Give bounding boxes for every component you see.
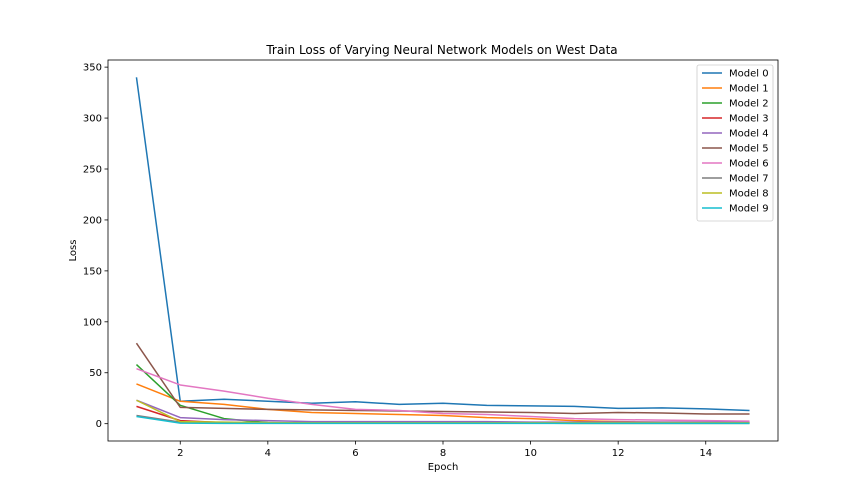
x-tick-label: 12: [612, 448, 625, 459]
series-line-model-6: [136, 367, 750, 422]
x-tick-label: 14: [699, 448, 712, 459]
x-tick-label: 8: [440, 448, 446, 459]
legend-entry-label: Model 3: [729, 114, 769, 125]
y-tick-label: 200: [83, 215, 102, 226]
series-line-model-0: [135, 77, 750, 412]
x-axis-label: Epoch: [428, 462, 459, 473]
series-line-model-5: [135, 342, 750, 415]
legend-entry-label: Model 1: [729, 84, 769, 95]
legend-box: [696, 64, 774, 222]
x-tick-label: 4: [265, 448, 271, 459]
x-tick-label: 10: [524, 448, 537, 459]
y-tick-label: 300: [83, 114, 102, 125]
legend-entry-label: Model 5: [729, 144, 769, 155]
y-tick-label: 250: [83, 165, 102, 176]
x-axis-ticks: 2 4 6 8 10 12 14: [177, 441, 712, 459]
series-line-model-2: [135, 364, 750, 425]
series-line-model-9: [136, 415, 750, 425]
y-axis-label: Loss: [68, 240, 79, 262]
plot-area-frame: [107, 59, 779, 442]
x-tick-label: 6: [352, 448, 358, 459]
y-axis-ticks: 0 50 100 150 200 250 300 350: [83, 63, 108, 430]
y-tick-label: 350: [83, 63, 102, 74]
y-tick-label: 0: [96, 419, 102, 430]
y-tick-label: 150: [83, 266, 102, 277]
legend-entry-label: Model 9: [729, 204, 769, 215]
chart-title: Train Loss of Varying Neural Network Mod…: [265, 43, 617, 57]
y-tick-label: 50: [89, 368, 102, 379]
legend-entry-label: Model 6: [729, 159, 769, 170]
legend-entry-label: Model 0: [729, 69, 769, 80]
x-tick-label: 2: [177, 448, 183, 459]
y-tick-label: 100: [83, 317, 102, 328]
legend-entry-label: Model 2: [729, 99, 769, 110]
legend-entry-label: Model 4: [729, 129, 769, 140]
legend-entry-label: Model 7: [729, 174, 769, 185]
legend: Model 0 Model 1 Model 2 Model 3 Model 4 Model…: [696, 64, 774, 222]
legend-entry-label: Model 8: [729, 189, 769, 200]
series-lines: [135, 77, 750, 425]
